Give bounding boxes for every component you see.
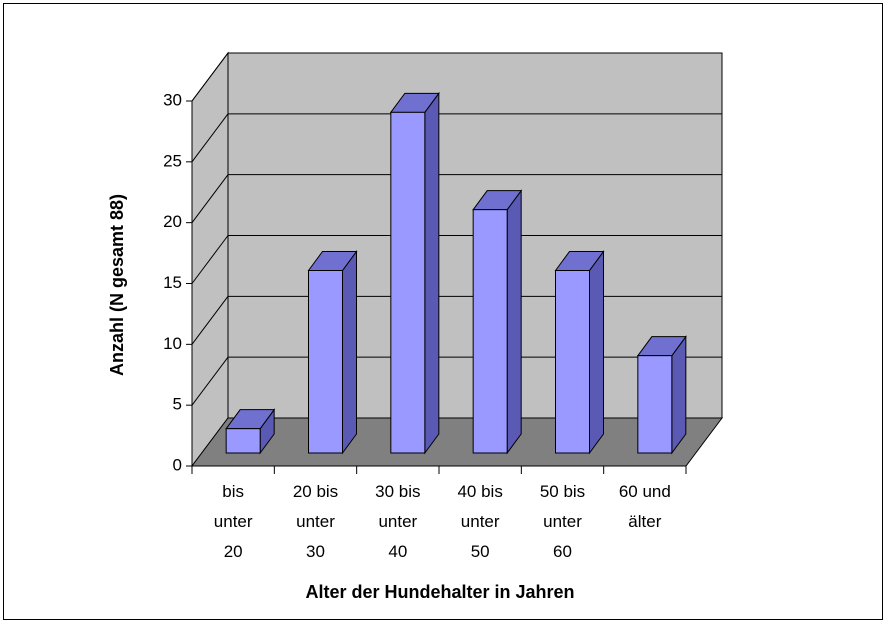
x-tick-label: 20 bis unter 30 — [293, 482, 338, 561]
bar-side — [424, 91, 440, 455]
x-tick-label: 30 bis unter 40 — [375, 482, 420, 561]
bar-side — [589, 249, 604, 455]
y-tick-label: 25 — [163, 151, 182, 170]
bar-front — [308, 270, 343, 454]
x-axis-label: Alter der Hundehalter in Jahren — [305, 582, 574, 602]
y-tick-label: 0 — [173, 455, 182, 474]
x-tick-label-line: älter — [628, 512, 661, 531]
bar-front — [637, 355, 673, 454]
y-tick-label: 10 — [163, 334, 182, 353]
x-tick-label-line: unter — [461, 512, 500, 531]
x-tick-label-line: 20 bis — [293, 482, 338, 501]
x-tick-label-line: 30 bis — [375, 482, 420, 501]
bar — [554, 249, 605, 455]
grid-line — [191, 296, 229, 345]
x-tick-label-line: unter — [543, 512, 582, 531]
grid-line — [191, 113, 229, 163]
x-tick-label-line: 60 und — [619, 482, 671, 501]
x-tick-label: bis unter 20 — [214, 482, 253, 561]
grid-line — [191, 356, 229, 406]
bar-front — [225, 428, 261, 454]
x-tick-label-line: 50 — [471, 542, 490, 561]
x-tick-label-line: 40 — [388, 542, 407, 561]
bar-side — [342, 249, 357, 455]
y-tick-label: 5 — [173, 395, 182, 414]
x-tick-label-line: 20 — [224, 542, 243, 561]
bar — [472, 189, 523, 455]
y-tick-label: 20 — [163, 212, 182, 231]
x-tick-label-line: 60 — [553, 542, 572, 561]
x-tick-label-line: 50 bis — [540, 482, 585, 501]
grid-line — [191, 174, 229, 223]
grid-line — [191, 52, 229, 102]
bar — [389, 91, 440, 455]
x-tick-label-line: unter — [378, 512, 417, 531]
x-tick-label: 50 bis unter 60 — [540, 482, 585, 561]
bar — [225, 408, 276, 455]
bar — [636, 335, 687, 455]
x-tick-label-line: 40 bis — [457, 482, 502, 501]
bar-front — [390, 111, 426, 454]
y-tick-label: 30 — [163, 90, 182, 109]
bar-front — [472, 209, 508, 454]
x-tick-label: 60 und älter — [619, 482, 671, 531]
bar-side — [671, 335, 687, 455]
grid-line — [191, 235, 229, 284]
x-tick-label: 40 bis unter 50 — [457, 482, 502, 561]
x-tick-label-line: 30 — [306, 542, 325, 561]
bar-side — [506, 189, 522, 455]
x-tick-label-line: bis — [222, 482, 244, 501]
y-tick-label: 15 — [163, 273, 182, 292]
x-tick-label-line: unter — [214, 512, 253, 531]
x-tick-label-line: unter — [296, 512, 335, 531]
bar — [307, 249, 358, 455]
y-axis-label: Anzahl (N gesamt 88) — [107, 194, 127, 376]
bar-front — [555, 270, 590, 454]
